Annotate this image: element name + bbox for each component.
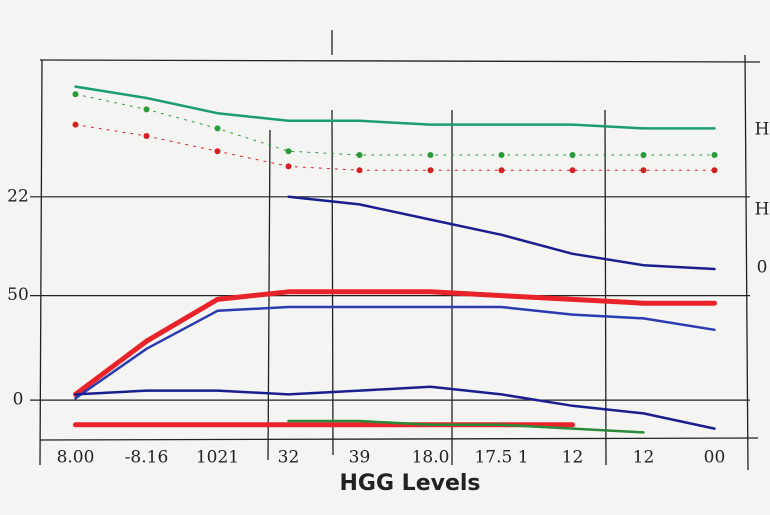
frame [39, 30, 761, 471]
data-point [427, 152, 434, 158]
y-tick-label: 22 [7, 186, 29, 206]
data-point [569, 167, 576, 174]
data-point [285, 148, 292, 155]
y-tick-label: 50 [7, 285, 29, 305]
x-tick-label: 12 [633, 448, 655, 468]
series-line [75, 124, 715, 171]
series-line [287, 195, 716, 271]
y-tick-label: 0 [13, 390, 24, 410]
data-point [498, 167, 505, 174]
x-tick-label: 18.0 [412, 448, 450, 468]
data-point [640, 167, 647, 174]
x-tick-label: 8.00 [57, 448, 95, 468]
x-tick-label: 17.5 1 [474, 448, 528, 468]
chart-title: HGG Levels [339, 471, 480, 496]
annotation: 0 [757, 258, 768, 278]
x-tick-label: 00 [704, 448, 726, 468]
x-tick-label: 39 [349, 448, 371, 468]
series-line [74, 385, 716, 430]
data-point [711, 167, 718, 174]
x-tick-label: 32 [278, 448, 300, 468]
annotation: H [755, 200, 770, 220]
annotation: H [755, 120, 770, 140]
x-tick-label: 12 [562, 448, 584, 468]
data-point [356, 152, 363, 158]
data-point [427, 167, 434, 174]
series-line [74, 305, 716, 400]
data-point [711, 152, 718, 158]
series-line [287, 419, 645, 434]
series-line [74, 85, 716, 130]
x-tick-label: 1021 [196, 448, 239, 468]
series-line [73, 289, 717, 397]
x-tick-label: -8.16 [125, 448, 169, 468]
